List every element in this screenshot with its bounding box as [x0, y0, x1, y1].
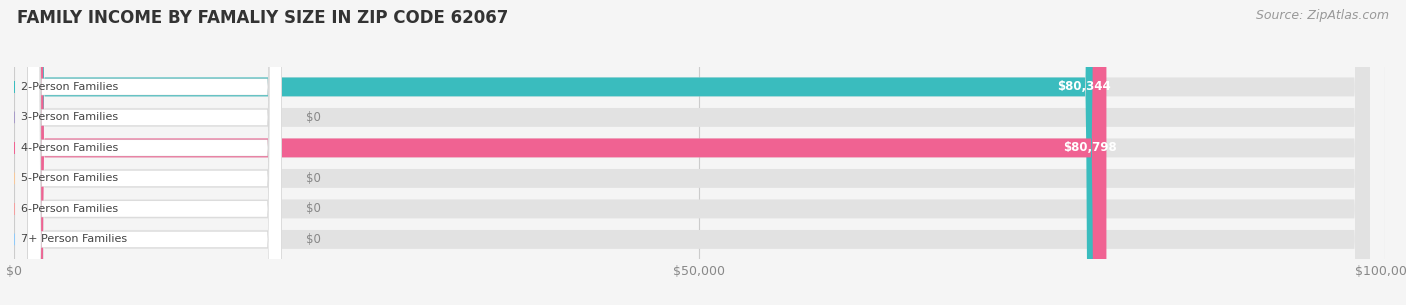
Text: 4-Person Families: 4-Person Families [21, 143, 118, 153]
Text: Source: ZipAtlas.com: Source: ZipAtlas.com [1256, 9, 1389, 22]
Text: 7+ Person Families: 7+ Person Families [21, 235, 127, 244]
Text: $0: $0 [307, 233, 321, 246]
Text: 6-Person Families: 6-Person Families [21, 204, 118, 214]
FancyBboxPatch shape [30, 0, 1099, 305]
Text: 3-Person Families: 3-Person Families [21, 113, 118, 122]
FancyBboxPatch shape [30, 0, 1369, 305]
FancyBboxPatch shape [28, 0, 281, 305]
Text: $0: $0 [307, 203, 321, 215]
FancyBboxPatch shape [28, 0, 281, 305]
Text: $0: $0 [307, 111, 321, 124]
FancyBboxPatch shape [30, 0, 1369, 305]
FancyBboxPatch shape [28, 0, 281, 305]
FancyBboxPatch shape [30, 0, 1107, 305]
FancyBboxPatch shape [30, 0, 1369, 305]
FancyBboxPatch shape [30, 0, 1369, 305]
FancyBboxPatch shape [28, 0, 281, 305]
Text: 5-Person Families: 5-Person Families [21, 174, 118, 183]
Text: $80,344: $80,344 [1057, 81, 1111, 93]
FancyBboxPatch shape [30, 0, 1369, 305]
FancyBboxPatch shape [30, 0, 1369, 305]
Text: $0: $0 [307, 172, 321, 185]
Text: 2-Person Families: 2-Person Families [21, 82, 118, 92]
FancyBboxPatch shape [28, 0, 281, 305]
Text: $80,798: $80,798 [1063, 142, 1118, 154]
FancyBboxPatch shape [28, 0, 281, 305]
Text: FAMILY INCOME BY FAMALIY SIZE IN ZIP CODE 62067: FAMILY INCOME BY FAMALIY SIZE IN ZIP COD… [17, 9, 508, 27]
